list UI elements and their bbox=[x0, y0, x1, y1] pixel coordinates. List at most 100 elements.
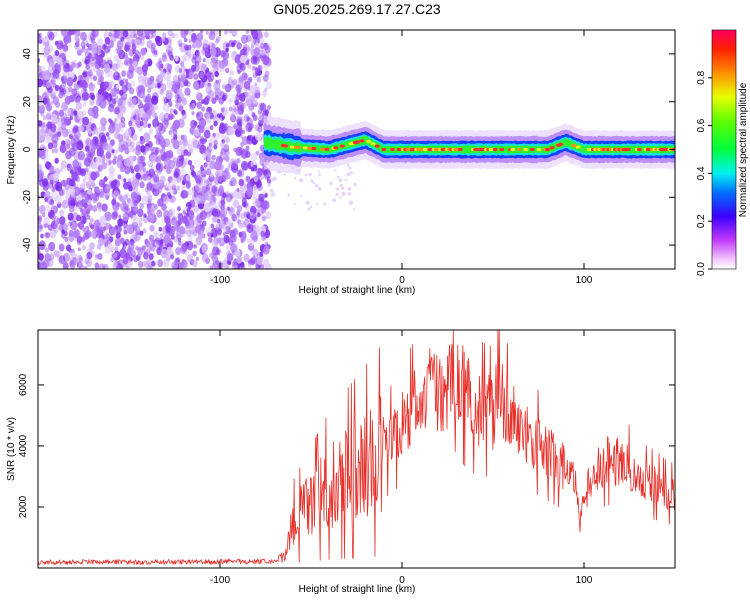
noise-blob bbox=[153, 204, 158, 210]
noise-blob bbox=[93, 127, 99, 135]
noise-blob bbox=[125, 138, 132, 147]
noise-blob bbox=[111, 211, 118, 220]
noise-blob bbox=[76, 235, 83, 244]
noise-blob bbox=[83, 265, 88, 269]
noise-blob bbox=[122, 256, 129, 265]
noise-blob bbox=[241, 129, 246, 135]
noise-blob bbox=[72, 251, 76, 256]
noise-blob bbox=[212, 64, 216, 69]
noise-blob bbox=[260, 49, 265, 56]
noise-blob bbox=[166, 63, 173, 71]
noise-blob bbox=[130, 80, 136, 88]
noise-blob bbox=[217, 228, 222, 235]
noise-blob bbox=[62, 262, 69, 269]
noise-blob bbox=[169, 187, 173, 192]
noise-blob bbox=[260, 264, 265, 269]
noise-blob bbox=[240, 54, 247, 64]
noise-blob bbox=[134, 39, 138, 44]
noise-blob bbox=[235, 94, 241, 101]
noise-blob bbox=[85, 140, 90, 145]
noise-blob bbox=[86, 214, 91, 220]
noise-blob bbox=[170, 217, 177, 226]
noise-blob bbox=[121, 207, 125, 213]
noise-blob bbox=[173, 109, 177, 114]
noise-blob bbox=[139, 120, 144, 127]
noise-blob bbox=[245, 98, 252, 107]
noise-dot bbox=[307, 207, 311, 211]
noise-blob bbox=[113, 190, 120, 199]
noise-blob bbox=[38, 253, 44, 261]
noise-blob bbox=[77, 114, 81, 120]
noise-blob bbox=[58, 255, 66, 265]
noise-blob bbox=[214, 199, 221, 209]
noise-blob bbox=[214, 94, 219, 101]
x-tick-label: 100 bbox=[576, 575, 593, 586]
noise-blob bbox=[224, 155, 230, 163]
noise-blob bbox=[208, 135, 215, 144]
noise-blob bbox=[253, 185, 257, 191]
noise-blob bbox=[151, 95, 159, 105]
noise-blob bbox=[195, 183, 201, 191]
noise-blob bbox=[149, 212, 154, 220]
noise-blob bbox=[190, 170, 195, 176]
noise-blob bbox=[43, 35, 48, 43]
noise-blob bbox=[114, 118, 118, 123]
noise-blob bbox=[196, 101, 202, 109]
noise-blob bbox=[45, 50, 50, 56]
noise-blob bbox=[143, 213, 147, 218]
noise-blob bbox=[148, 202, 156, 213]
noise-blob bbox=[222, 259, 229, 269]
noise-blob bbox=[69, 262, 76, 269]
noise-blob bbox=[128, 58, 134, 65]
noise-blob bbox=[206, 183, 214, 194]
noise-blob bbox=[126, 35, 134, 45]
noise-blob bbox=[113, 55, 120, 63]
noise-blob bbox=[199, 137, 205, 145]
noise-blob bbox=[61, 179, 68, 187]
noise-blob bbox=[38, 147, 45, 158]
noise-blob bbox=[91, 250, 96, 255]
noise-blob bbox=[262, 74, 269, 82]
noise-blob bbox=[162, 52, 167, 59]
noise-blob bbox=[126, 197, 134, 207]
noise-blob bbox=[145, 33, 150, 40]
noise-blob bbox=[110, 227, 117, 235]
noise-blob bbox=[258, 114, 266, 125]
noise-blob bbox=[111, 199, 116, 206]
noise-blob bbox=[75, 115, 79, 121]
noise-blob bbox=[54, 50, 60, 57]
noise-blob bbox=[62, 44, 69, 52]
noise-blob bbox=[148, 234, 155, 242]
noise-blob bbox=[209, 30, 215, 35]
noise-blob bbox=[210, 57, 218, 68]
core-blob bbox=[492, 147, 498, 152]
noise-blob bbox=[195, 194, 203, 205]
noise-blob bbox=[193, 244, 197, 249]
noise-blob bbox=[130, 104, 137, 113]
noise-blob bbox=[209, 125, 214, 131]
noise-blob bbox=[135, 49, 140, 55]
noise-blob bbox=[97, 94, 103, 102]
noise-blob bbox=[224, 225, 231, 235]
noise-blob bbox=[162, 32, 167, 38]
noise-blob bbox=[165, 89, 173, 100]
noise-blob bbox=[188, 39, 192, 44]
noise-dot bbox=[300, 194, 303, 197]
noise-blob bbox=[137, 155, 144, 164]
noise-blob bbox=[82, 71, 87, 78]
noise-blob bbox=[127, 241, 135, 251]
noise-blob bbox=[105, 195, 109, 201]
noise-blob bbox=[140, 55, 145, 61]
noise-blob bbox=[87, 247, 92, 254]
noise-blob bbox=[250, 152, 258, 162]
noise-blob bbox=[196, 32, 204, 42]
noise-blob bbox=[139, 230, 144, 236]
noise-blob bbox=[166, 79, 173, 89]
y-tick-label: 6000 bbox=[18, 373, 29, 396]
noise-dot bbox=[268, 177, 272, 181]
noise-blob bbox=[211, 97, 217, 104]
noise-blob bbox=[224, 217, 228, 223]
noise-blob bbox=[203, 138, 207, 143]
noise-blob bbox=[87, 203, 93, 211]
noise-blob bbox=[179, 226, 186, 235]
